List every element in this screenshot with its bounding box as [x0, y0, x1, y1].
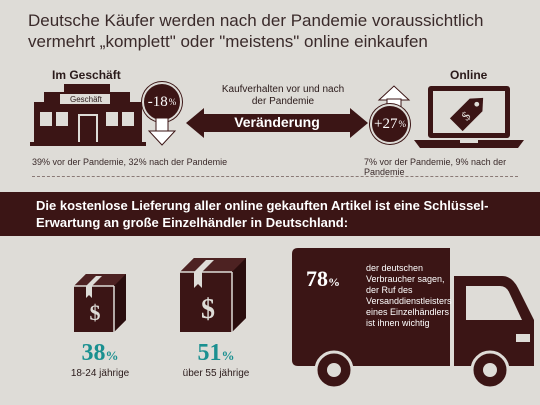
box1-percent: 38% [60, 340, 140, 367]
page-title: Deutsche Käufer werden nach der Pandemie… [28, 11, 484, 51]
truck-text: der deutschen Verbraucher sagen, der Ruf… [366, 263, 452, 328]
store-change-unit: % [168, 97, 177, 107]
svg-text:$: $ [90, 300, 101, 325]
info-banner: Die kostenlose Lieferung aller online ge… [0, 192, 540, 236]
truck-value: 78 [306, 266, 328, 291]
box2-percent: 51% [176, 340, 256, 367]
store-icon [30, 84, 146, 146]
box1-label: 18-24 jährige [70, 368, 130, 379]
box1-unit: % [105, 348, 119, 363]
online-change-badge: +27% [370, 104, 410, 144]
box2-unit: % [221, 348, 235, 363]
double-arrow-icon [186, 108, 368, 138]
box2-label: über 55 jährige [182, 368, 250, 379]
store-label: Im Geschäft [52, 68, 121, 82]
truck-percent: 78% [306, 266, 340, 292]
online-change-value: +27 [374, 115, 398, 132]
store-change-badge: -18% [142, 82, 182, 122]
box2-value: 51 [197, 340, 222, 366]
box1-value: 38 [81, 340, 106, 366]
package-icon: $ [180, 258, 246, 332]
svg-text:$: $ [201, 294, 215, 325]
store-sign: Geschäft [69, 95, 102, 104]
arrow-down-icon [147, 118, 177, 146]
store-note: 39% vor der Pandemie, 32% nach der Pande… [32, 157, 228, 167]
behavior-subtitle: Kaufverhalten vor und nach der Pandemie [221, 84, 345, 107]
truck-unit: % [328, 275, 340, 289]
online-note: 7% vor der Pandemie, 9% nach der Pandemi… [364, 157, 507, 177]
delivery-truck-icon [292, 248, 534, 390]
banner-text: Die kostenlose Lieferung aller online ge… [36, 198, 489, 230]
section-divider [32, 176, 518, 177]
change-label: Veränderung [234, 114, 320, 130]
online-change-unit: % [398, 119, 406, 129]
online-label: Online [450, 68, 488, 82]
laptop-icon: $ [414, 86, 524, 148]
store-change-value: -18 [147, 93, 168, 110]
package-icon: $ [74, 274, 126, 332]
